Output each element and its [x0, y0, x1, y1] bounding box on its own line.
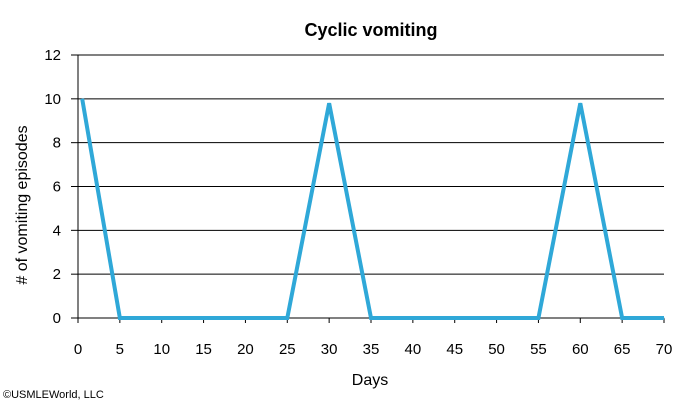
chart-title: Cyclic vomiting — [304, 20, 437, 40]
x-tick-label: 5 — [116, 341, 124, 358]
x-tick-label: 0 — [74, 341, 82, 358]
x-tick-label: 55 — [530, 341, 547, 358]
x-tick-label: 30 — [321, 341, 338, 358]
x-tick-label: 70 — [656, 341, 673, 358]
x-tick-label: 35 — [363, 341, 380, 358]
data-point — [370, 317, 372, 319]
x-tick-label: 45 — [446, 341, 463, 358]
y-tick-label: 6 — [53, 179, 61, 196]
x-axis-label: Days — [352, 372, 388, 389]
y-tick-label: 10 — [44, 91, 61, 108]
x-tick-label: 10 — [153, 341, 170, 358]
gridlines — [78, 54, 664, 319]
data-point — [579, 102, 581, 104]
y-tick-label: 8 — [53, 135, 61, 152]
y-tick-label: 0 — [53, 310, 61, 327]
data-point — [81, 98, 83, 100]
data-point — [328, 102, 330, 104]
x-tick-label: 15 — [195, 341, 212, 358]
x-tick-label: 25 — [279, 341, 296, 358]
data-point — [621, 317, 623, 319]
x-tick-label: 20 — [237, 341, 254, 358]
data-point — [537, 317, 539, 319]
y-axis-ticks: 0 2 4 6 8 10 12 — [44, 47, 78, 327]
series-group — [80, 98, 665, 320]
series-line-0 — [80, 98, 664, 320]
y-tick-label: 12 — [44, 47, 61, 64]
copyright-notice: ©USMLEWorld, LLC — [3, 389, 104, 401]
data-point — [663, 317, 665, 319]
x-tick-label: 40 — [405, 341, 422, 358]
y-tick-label: 2 — [53, 266, 61, 283]
x-tick-label: 65 — [614, 341, 631, 358]
x-tick-label: 60 — [572, 341, 589, 358]
x-axis-ticks: 0 5 10 15 20 25 30 35 40 45 50 55 60 65 70 — [74, 318, 673, 358]
y-axis-label: # of vomiting episodes — [14, 125, 31, 284]
x-tick-label: 50 — [488, 341, 505, 358]
y-tick-label: 4 — [53, 222, 61, 239]
data-point — [119, 317, 121, 319]
data-point — [286, 317, 288, 319]
